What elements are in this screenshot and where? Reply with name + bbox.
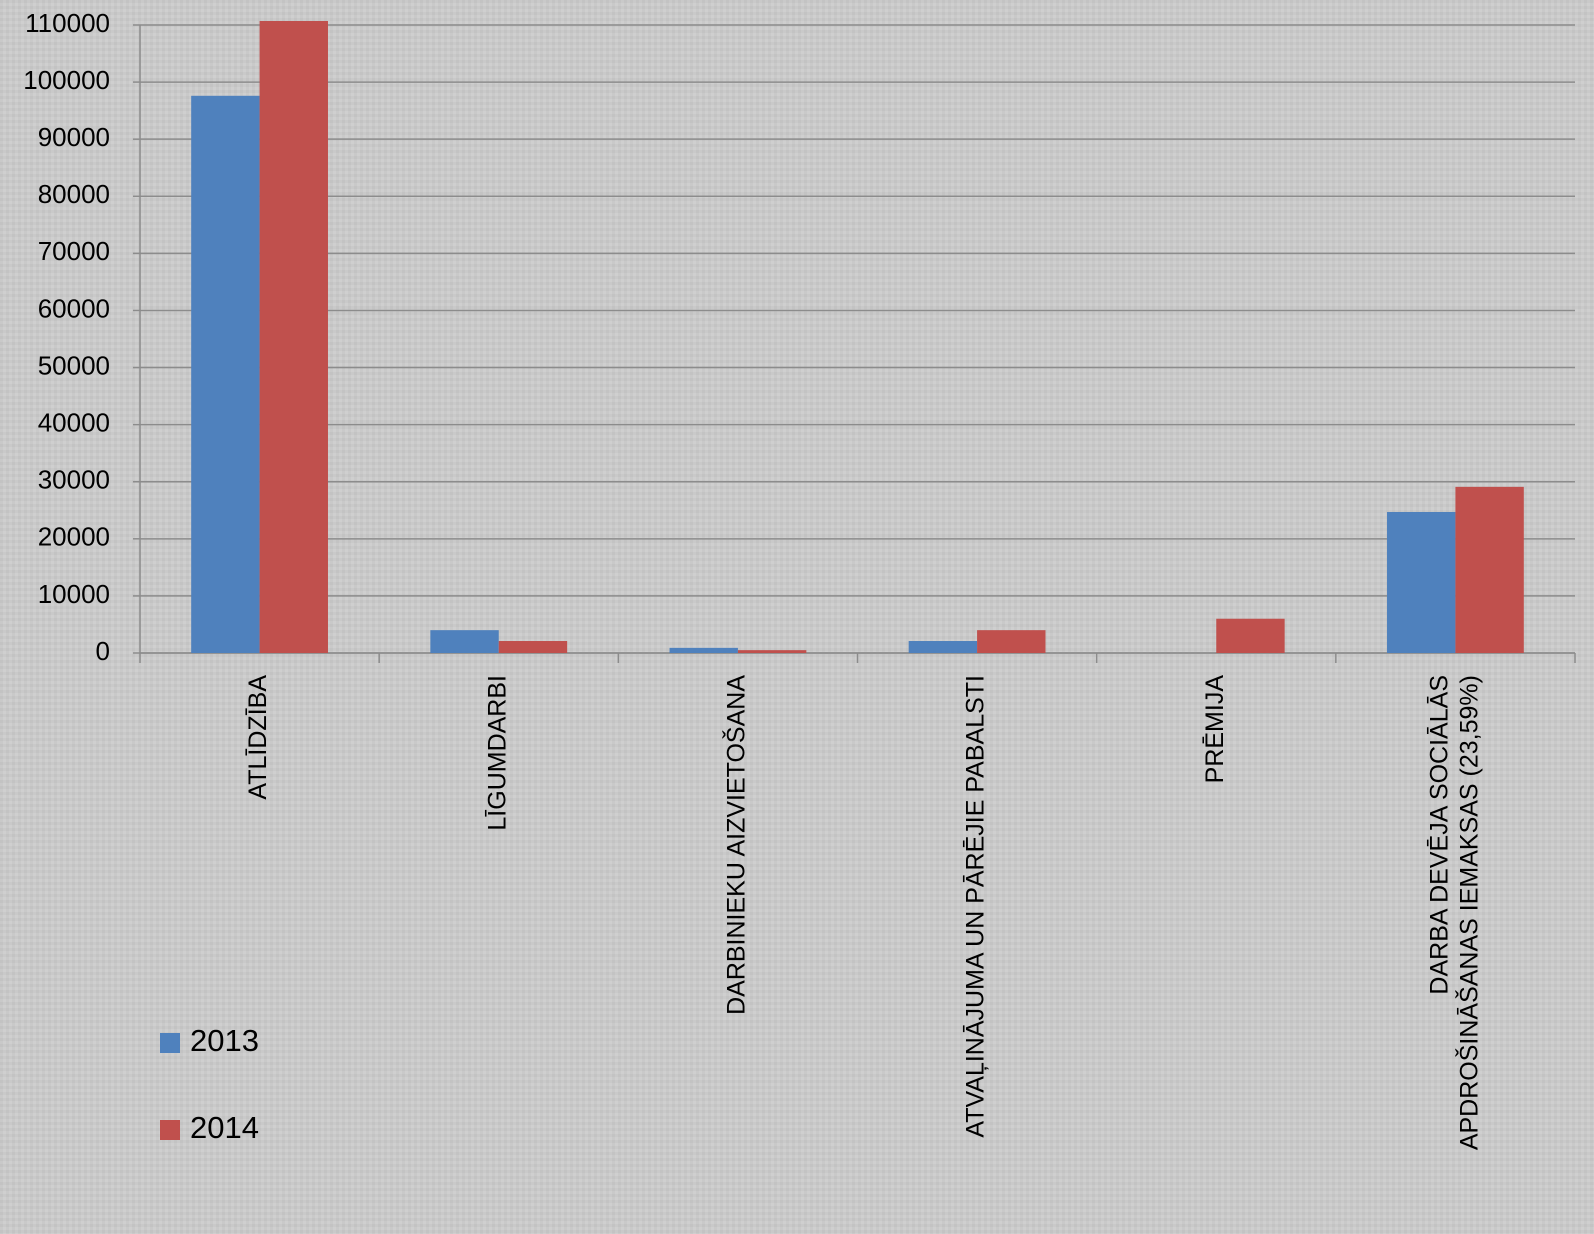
bar: [191, 95, 260, 653]
x-tick-label-group: DARBINIEKU AIZVIETOŠANA: [722, 675, 751, 1015]
x-tick-label-group: ATLĪDZĪBA: [244, 675, 272, 800]
x-tick-label: DARBA DEVĒJA SOCIĀLĀSAPDROŠINĀŠANAS IEMA…: [1425, 675, 1483, 1150]
x-tick-label: DARBINIEKU AIZVIETOŠANA: [722, 675, 751, 1015]
y-tick-label: 100000: [23, 65, 110, 95]
y-tick-label: 20000: [38, 522, 110, 552]
bar: [259, 21, 328, 653]
y-tick-label: 0: [96, 636, 110, 666]
x-tick-label: ATVAĻINĀJUMA UN PĀRĒJIE PABALSTI: [962, 675, 990, 1138]
y-tick-label: 10000: [38, 579, 110, 609]
legend-swatch: [160, 1120, 180, 1140]
bar: [498, 641, 568, 653]
y-tick-label: 90000: [38, 122, 110, 152]
bar: [430, 630, 499, 653]
legend-swatch: [160, 1033, 180, 1053]
x-tick-label-group: DARBA DEVĒJA SOCIĀLĀSAPDROŠINĀŠANAS IEMA…: [1425, 675, 1483, 1150]
x-tick-label-group: LĪGUMDARBI: [483, 675, 511, 831]
bar: [908, 641, 978, 653]
y-tick-label: 30000: [38, 465, 110, 495]
bar: [1216, 618, 1285, 653]
y-tick-label: 80000: [38, 179, 110, 209]
y-tick-label: 110000: [25, 8, 110, 38]
bar: [977, 630, 1046, 653]
legend-label: 2014: [190, 1110, 259, 1145]
x-tick-label: LĪGUMDARBI: [483, 675, 511, 831]
legend-label: 2013: [190, 1023, 259, 1058]
x-tick-label: PRĒMIJA: [1201, 675, 1229, 784]
x-tick-label: ATLĪDZĪBA: [244, 675, 272, 800]
y-tick-label: 40000: [38, 408, 110, 438]
bar: [1455, 486, 1524, 653]
y-tick-label: 70000: [38, 236, 110, 266]
x-tick-label-group: ATVAĻINĀJUMA UN PĀRĒJIE PABALSTI: [962, 675, 990, 1138]
y-tick-label: 60000: [38, 293, 110, 323]
bar: [669, 647, 738, 653]
x-tick-label-group: PRĒMIJA: [1201, 675, 1229, 784]
bar: [737, 650, 807, 653]
bar: [1387, 511, 1456, 653]
y-tick-label: 50000: [38, 350, 110, 380]
